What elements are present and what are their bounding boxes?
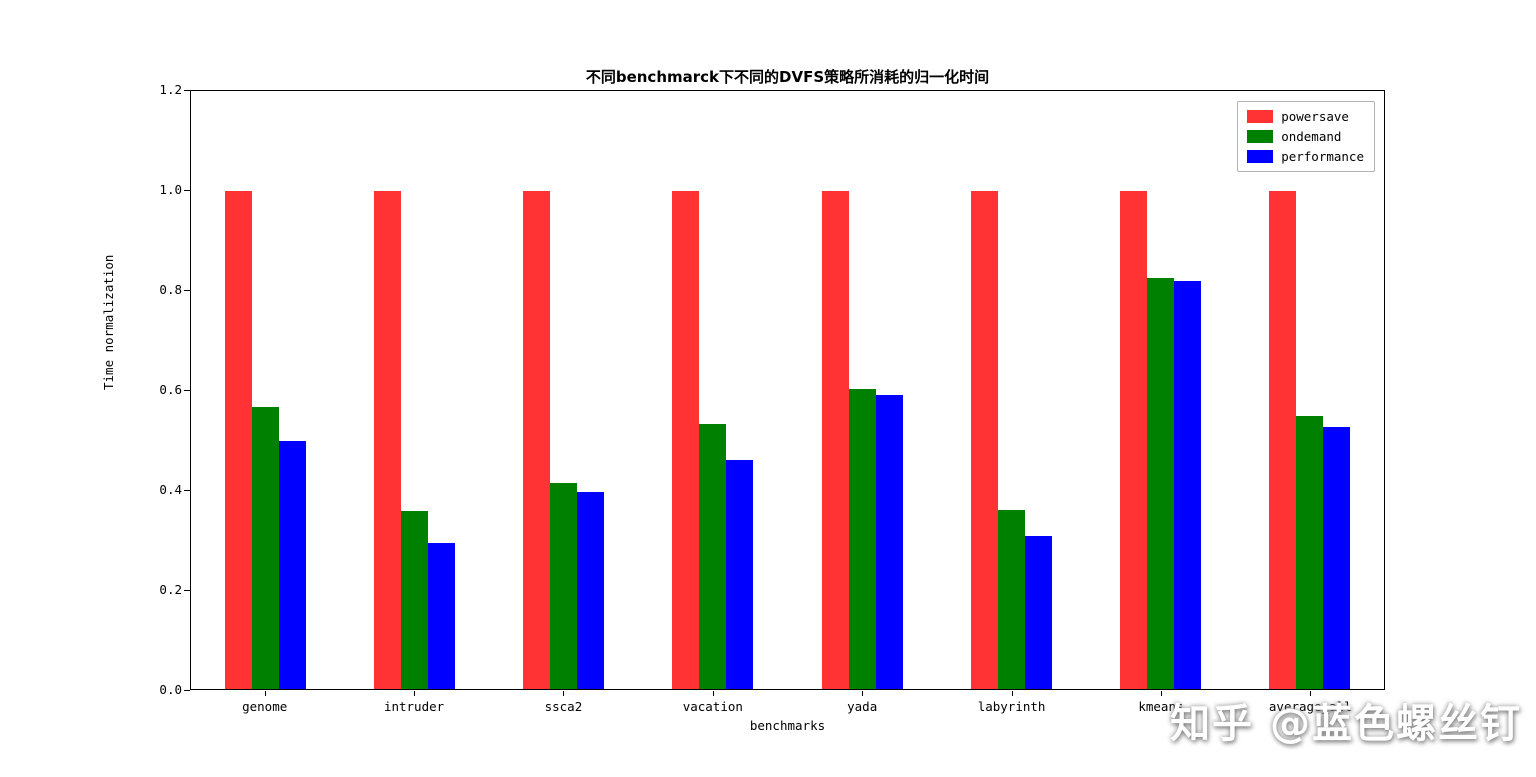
bar-powersave <box>1119 190 1147 689</box>
y-tick-label: 0.4 <box>159 482 182 497</box>
y-tick-mark <box>184 390 190 391</box>
bar-group <box>937 91 1086 689</box>
bars-container <box>191 91 1384 689</box>
y-tick-label: 1.0 <box>159 182 182 197</box>
x-tick-label: labyrinth <box>977 699 1046 714</box>
legend-label: ondemand <box>1281 129 1342 144</box>
bar-powersave <box>970 190 998 689</box>
bar-ondemand <box>699 423 727 689</box>
y-tick-mark <box>184 290 190 291</box>
bar-performance <box>726 459 754 689</box>
y-tick-mark <box>184 690 190 691</box>
bar-performance <box>1173 281 1201 689</box>
y-tick-label: 0.0 <box>159 682 182 697</box>
bar-performance <box>428 542 456 689</box>
x-tick-label: ssca2 <box>544 699 583 714</box>
y-tick-mark <box>184 90 190 91</box>
x-tick-label: genome <box>242 699 288 714</box>
bar-performance <box>279 440 307 689</box>
bar-ondemand <box>401 510 429 689</box>
plot-area: powersave ondemand performance <box>190 90 1385 690</box>
bar-powersave <box>821 190 849 689</box>
x-tick-mark <box>414 691 416 696</box>
y-tick-label: 0.8 <box>159 282 182 297</box>
legend: powersave ondemand performance <box>1237 101 1375 172</box>
bar-group <box>788 91 937 689</box>
y-tick-mark <box>184 190 190 191</box>
watermark: 知乎 @蓝色螺丝钉 <box>1170 701 1522 747</box>
bar-performance <box>1024 535 1052 689</box>
bar-ondemand <box>1146 277 1174 689</box>
bar-group <box>489 91 638 689</box>
y-tick-label: 0.6 <box>159 382 182 397</box>
y-tick-label: 0.2 <box>159 582 182 597</box>
x-tick-mark <box>264 691 266 696</box>
bar-powersave <box>374 190 402 689</box>
bar-ondemand <box>997 509 1025 689</box>
bar-ondemand <box>252 407 280 689</box>
x-tick-label: average_all <box>1268 699 1352 714</box>
legend-swatch-powersave <box>1247 110 1274 123</box>
bar-powersave <box>672 190 700 689</box>
bar-performance <box>1322 427 1350 689</box>
y-tick-label: 1.2 <box>159 82 182 97</box>
x-tick-mark <box>1310 691 1312 696</box>
legend-swatch-performance <box>1247 150 1274 163</box>
legend-label: powersave <box>1281 109 1349 124</box>
y-tick-mark <box>184 490 190 491</box>
bar-performance <box>875 394 903 689</box>
bar-group <box>1086 91 1235 689</box>
legend-swatch-ondemand <box>1247 130 1274 143</box>
x-tick-mark <box>862 691 864 696</box>
bar-group <box>638 91 787 689</box>
legend-row: ondemand <box>1247 129 1364 144</box>
bar-ondemand <box>848 388 876 689</box>
x-tick-mark <box>1011 691 1013 696</box>
bar-group <box>1235 91 1384 689</box>
legend-label: performance <box>1281 149 1364 164</box>
bar-performance <box>577 491 605 689</box>
x-tick-mark <box>1160 691 1162 696</box>
chart-title: 不同benchmarck下不同的DVFS策略所消耗的归一化时间 <box>585 68 990 86</box>
bar-powersave <box>225 190 253 689</box>
bar-powersave <box>523 190 551 689</box>
x-tick-label: kmeans <box>1138 699 1184 714</box>
bar-group <box>191 91 340 689</box>
x-tick-mark <box>712 691 714 696</box>
bar-ondemand <box>1295 415 1323 689</box>
legend-row: powersave <box>1247 109 1364 124</box>
legend-row: performance <box>1247 149 1364 164</box>
x-tick-label: yada <box>847 699 878 714</box>
bar-powersave <box>1268 190 1296 689</box>
bar-group <box>340 91 489 689</box>
x-tick-label: vacation <box>682 699 743 714</box>
y-tick-mark <box>184 590 190 591</box>
x-axis-label: benchmarks <box>749 718 826 733</box>
bar-ondemand <box>550 483 578 689</box>
x-tick-label: intruder <box>383 699 445 714</box>
x-tick-mark <box>563 691 565 696</box>
